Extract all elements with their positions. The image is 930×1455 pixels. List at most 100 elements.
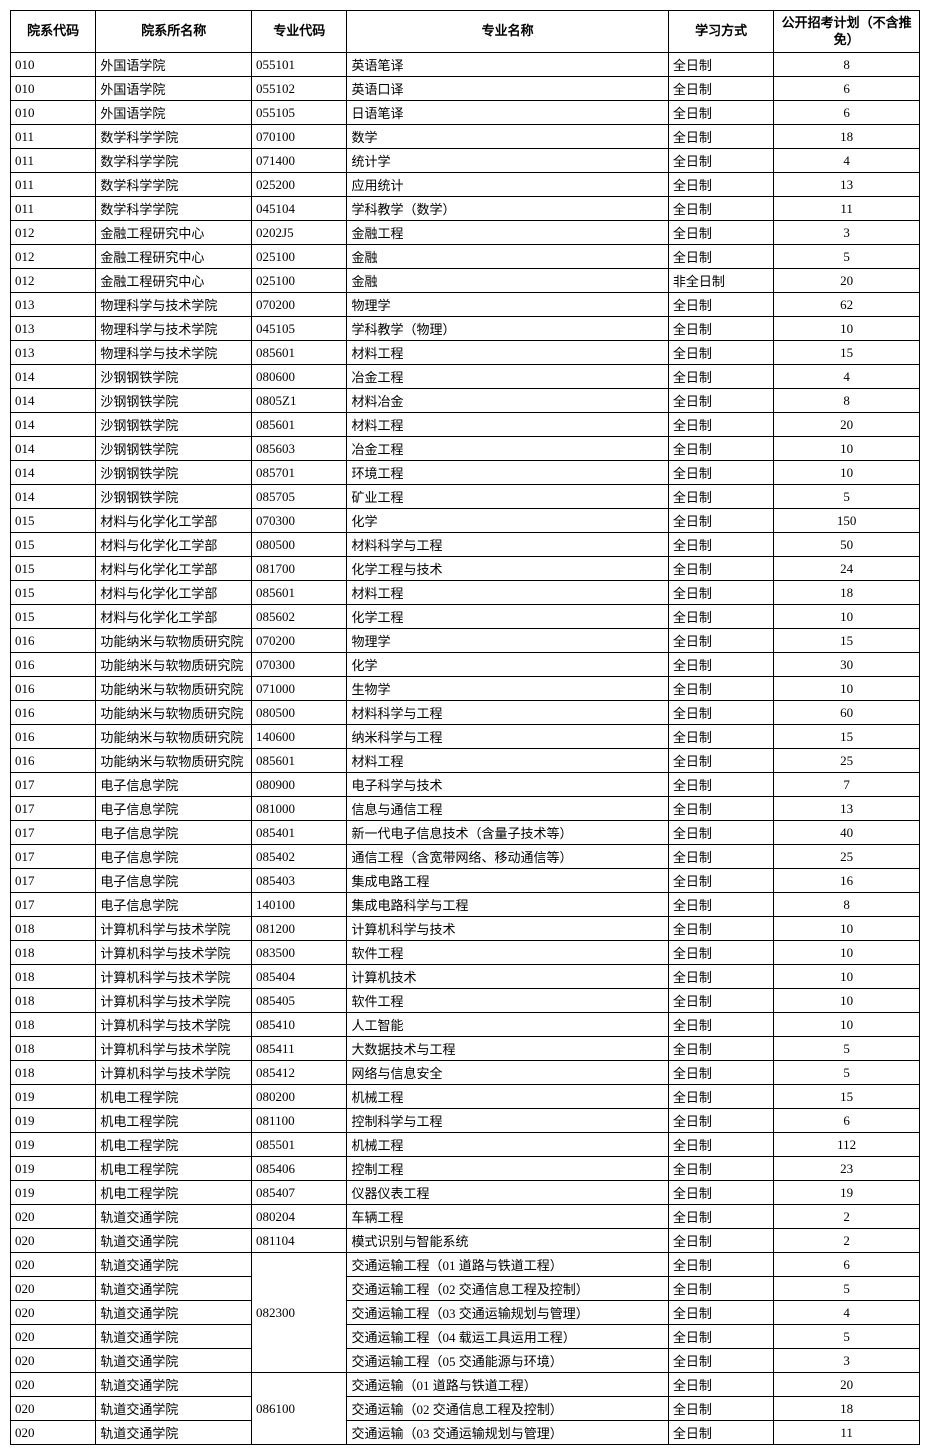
cell-major_code: 055102	[252, 77, 347, 101]
cell-major_name: 化学工程	[347, 605, 668, 629]
cell-study_mode: 全日制	[668, 893, 773, 917]
cell-dept_code: 012	[11, 269, 96, 293]
cell-study_mode: 全日制	[668, 125, 773, 149]
cell-major_code: 085401	[252, 821, 347, 845]
cell-dept_name: 外国语学院	[96, 77, 252, 101]
cell-plan: 20	[774, 269, 920, 293]
table-row: 015材料与化学化工学部080500材料科学与工程全日制50	[11, 533, 920, 557]
cell-dept_code: 017	[11, 797, 96, 821]
cell-plan: 15	[774, 341, 920, 365]
cell-dept_name: 计算机科学与技术学院	[96, 917, 252, 941]
cell-plan: 7	[774, 773, 920, 797]
cell-study_mode: 全日制	[668, 581, 773, 605]
cell-dept_code: 010	[11, 77, 96, 101]
cell-dept_code: 012	[11, 245, 96, 269]
cell-major_name: 交通运输工程（02 交通信息工程及控制）	[347, 1277, 668, 1301]
cell-dept_code: 016	[11, 725, 96, 749]
cell-major_code: 085501	[252, 1133, 347, 1157]
cell-major_code: 085701	[252, 461, 347, 485]
cell-dept_code: 018	[11, 1061, 96, 1085]
cell-study_mode: 全日制	[668, 941, 773, 965]
cell-plan: 112	[774, 1133, 920, 1157]
cell-plan: 10	[774, 461, 920, 485]
cell-plan: 10	[774, 437, 920, 461]
table-row: 015材料与化学化工学部085602化学工程全日制10	[11, 605, 920, 629]
cell-major_code: 045104	[252, 197, 347, 221]
cell-major_code: 085402	[252, 845, 347, 869]
cell-dept_code: 017	[11, 773, 96, 797]
cell-major_name: 集成电路工程	[347, 869, 668, 893]
header-major_code: 专业代码	[252, 11, 347, 53]
cell-dept_code: 016	[11, 677, 96, 701]
table-row: 018计算机科学与技术学院085410人工智能全日制10	[11, 1013, 920, 1037]
cell-major_name: 材料工程	[347, 749, 668, 773]
cell-major_name: 交通运输工程（03 交通运输规划与管理）	[347, 1301, 668, 1325]
cell-dept_name: 材料与化学化工学部	[96, 533, 252, 557]
cell-major_code: 085603	[252, 437, 347, 461]
cell-dept_name: 机电工程学院	[96, 1133, 252, 1157]
cell-dept_code: 018	[11, 917, 96, 941]
cell-major_name: 日语笔译	[347, 101, 668, 125]
table-row: 017电子信息学院085402通信工程（含宽带网络、移动通信等）全日制25	[11, 845, 920, 869]
table-row: 019机电工程学院080200机械工程全日制15	[11, 1085, 920, 1109]
table-row: 013物理科学与技术学院085601材料工程全日制15	[11, 341, 920, 365]
cell-study_mode: 全日制	[668, 1373, 773, 1397]
cell-plan: 5	[774, 1061, 920, 1085]
table-row: 013物理科学与技术学院045105学科教学（物理）全日制10	[11, 317, 920, 341]
header-major_name: 专业名称	[347, 11, 668, 53]
cell-study_mode: 全日制	[668, 173, 773, 197]
cell-dept_name: 数学科学学院	[96, 197, 252, 221]
cell-plan: 10	[774, 317, 920, 341]
table-row: 011数学科学学院071400统计学全日制4	[11, 149, 920, 173]
cell-study_mode: 全日制	[668, 1061, 773, 1085]
cell-dept_code: 020	[11, 1301, 96, 1325]
cell-study_mode: 非全日制	[668, 269, 773, 293]
cell-dept_name: 轨道交通学院	[96, 1253, 252, 1277]
cell-dept_name: 机电工程学院	[96, 1181, 252, 1205]
cell-major_code: 081100	[252, 1109, 347, 1133]
cell-major_name: 化学工程与技术	[347, 557, 668, 581]
table-row: 014沙钢钢铁学院080600冶金工程全日制4	[11, 365, 920, 389]
cell-study_mode: 全日制	[668, 77, 773, 101]
cell-dept_name: 物理科学与技术学院	[96, 293, 252, 317]
cell-plan: 25	[774, 845, 920, 869]
cell-dept_name: 功能纳米与软物质研究院	[96, 725, 252, 749]
table-row: 018计算机科学与技术学院085404计算机技术全日制10	[11, 965, 920, 989]
cell-major_code: 085406	[252, 1157, 347, 1181]
cell-dept_name: 轨道交通学院	[96, 1373, 252, 1397]
table-row: 019机电工程学院085501机械工程全日制112	[11, 1133, 920, 1157]
cell-dept_code: 015	[11, 557, 96, 581]
header-dept_name: 院系所名称	[96, 11, 252, 53]
cell-plan: 5	[774, 1277, 920, 1301]
cell-major_name: 金融	[347, 269, 668, 293]
cell-dept_name: 机电工程学院	[96, 1109, 252, 1133]
cell-dept_name: 功能纳米与软物质研究院	[96, 677, 252, 701]
cell-major_name: 交通运输工程（01 道路与铁道工程）	[347, 1253, 668, 1277]
cell-dept_code: 016	[11, 749, 96, 773]
cell-dept_name: 轨道交通学院	[96, 1349, 252, 1373]
cell-dept_name: 轨道交通学院	[96, 1421, 252, 1445]
cell-plan: 3	[774, 1349, 920, 1373]
cell-study_mode: 全日制	[668, 485, 773, 509]
cell-study_mode: 全日制	[668, 1181, 773, 1205]
cell-dept_code: 018	[11, 965, 96, 989]
cell-plan: 60	[774, 701, 920, 725]
cell-major_name: 化学	[347, 653, 668, 677]
cell-dept_name: 电子信息学院	[96, 869, 252, 893]
cell-plan: 20	[774, 413, 920, 437]
cell-major_name: 物理学	[347, 629, 668, 653]
cell-dept_code: 020	[11, 1349, 96, 1373]
table-row: 020轨道交通学院080204车辆工程全日制2	[11, 1205, 920, 1229]
table-row: 012金融工程研究中心0202J5金融工程全日制3	[11, 221, 920, 245]
cell-dept_code: 019	[11, 1181, 96, 1205]
cell-major_name: 材料科学与工程	[347, 533, 668, 557]
cell-major_code: 085601	[252, 341, 347, 365]
cell-study_mode: 全日制	[668, 1253, 773, 1277]
cell-major_code: 070300	[252, 509, 347, 533]
cell-major_name: 车辆工程	[347, 1205, 668, 1229]
cell-study_mode: 全日制	[668, 1157, 773, 1181]
table-row: 011数学科学学院025200应用统计全日制13	[11, 173, 920, 197]
cell-major_name: 通信工程（含宽带网络、移动通信等）	[347, 845, 668, 869]
cell-study_mode: 全日制	[668, 869, 773, 893]
table-row: 012金融工程研究中心025100金融非全日制20	[11, 269, 920, 293]
